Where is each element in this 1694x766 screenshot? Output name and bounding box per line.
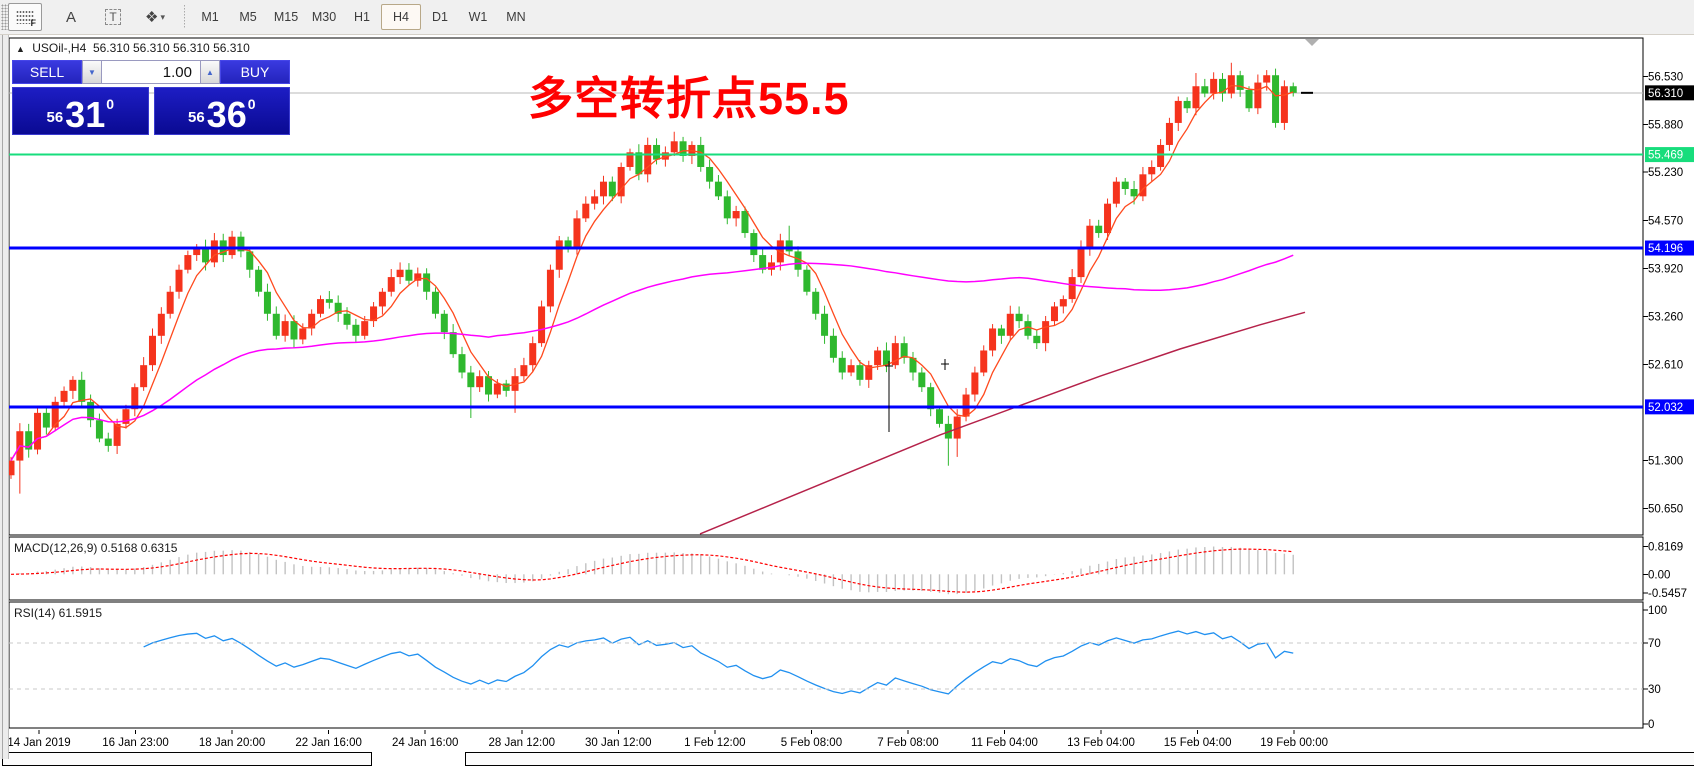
volume-input[interactable] bbox=[102, 60, 200, 84]
toolbar-drag-handle[interactable] bbox=[1, 4, 8, 30]
time-tick-label: 18 Jan 20:00 bbox=[199, 737, 266, 749]
letter-a-icon: A bbox=[65, 8, 76, 26]
price-level-badge-label: 52.032 bbox=[1648, 402, 1683, 414]
ma-fast-line bbox=[10, 84, 1294, 461]
one-click-trade-panel: SELL ▼ ▲ BUY 56 31 0 56 36 0 bbox=[12, 60, 290, 135]
candles-layer bbox=[7, 62, 1297, 494]
buy-price-point: 0 bbox=[247, 96, 256, 112]
price-level-badge-label: 54.196 bbox=[1648, 243, 1683, 255]
buy-price-tile[interactable]: 56 36 0 bbox=[153, 87, 290, 135]
letter-t-icon: T bbox=[105, 9, 121, 25]
volume-decrement-button[interactable]: ▼ bbox=[82, 60, 102, 84]
pane-border bbox=[8, 536, 1644, 601]
price-level-badge-label: 55.469 bbox=[1648, 150, 1683, 162]
indicator-grid-icon: F bbox=[16, 10, 36, 28]
window-left-splitter[interactable] bbox=[0, 34, 9, 759]
chart-text-annotation: 多空转折点55.5 bbox=[528, 73, 850, 124]
sell-price-pips: 31 bbox=[65, 94, 106, 135]
minimized-chart-window[interactable] bbox=[465, 752, 1694, 766]
time-tick-label: 15 Feb 04:00 bbox=[1164, 737, 1232, 749]
timeframe-button-mn[interactable]: MN bbox=[506, 10, 526, 24]
price-level-badge bbox=[1645, 240, 1694, 256]
time-tick-label: 11 Feb 04:00 bbox=[971, 737, 1038, 749]
price-level-badge bbox=[1645, 85, 1694, 101]
sell-price-point: 0 bbox=[106, 96, 115, 112]
ma-mid-line bbox=[10, 254, 1294, 461]
buy-price-major: 56 bbox=[187, 109, 205, 126]
minimized-chart-window[interactable] bbox=[2, 752, 372, 766]
chart-shift-marker[interactable] bbox=[1305, 39, 1319, 46]
time-tick-label: 14 Jan 2019 bbox=[7, 737, 70, 749]
macd-axis-label: 0.8169 bbox=[1648, 541, 1683, 553]
text-label-button[interactable]: A bbox=[56, 4, 86, 30]
rsi-axis-label: 0 bbox=[1648, 719, 1654, 731]
price-tick-label: 55.880 bbox=[1648, 119, 1683, 131]
timeframe-button-w1[interactable]: W1 bbox=[468, 10, 488, 24]
macd-axis-label: -0.5457 bbox=[1648, 588, 1687, 600]
macd-signal-line bbox=[10, 548, 1294, 593]
volume-increment-button[interactable]: ▲ bbox=[200, 60, 220, 84]
timeframe-button-d1[interactable]: D1 bbox=[432, 10, 448, 24]
time-tick-label: 16 Jan 23:00 bbox=[102, 737, 169, 749]
rsi-line bbox=[143, 630, 1294, 695]
time-tick-label: 22 Jan 16:00 bbox=[295, 737, 362, 749]
price-tick-label: 54.570 bbox=[1648, 216, 1683, 228]
ohlc-values: 56.310 56.310 56.310 56.310 bbox=[92, 41, 250, 55]
objects-button[interactable]: ❖ ▾ bbox=[136, 4, 174, 30]
macd-pane: 0.8169 0.00 -0.5457 bbox=[19, 541, 1687, 600]
symbol-name: USOil-,H4 bbox=[32, 41, 87, 55]
collapse-panel-icon[interactable]: ▲ bbox=[16, 44, 25, 54]
rsi-axis-label: 30 bbox=[1648, 684, 1661, 696]
price-tick-label: 50.650 bbox=[1648, 503, 1683, 515]
macd-indicator-label: MACD(12,26,9) 0.5168 0.6315 bbox=[14, 541, 178, 555]
time-tick-label: 13 Feb 04:00 bbox=[1067, 737, 1135, 749]
time-tick-label: 28 Jan 12:00 bbox=[488, 737, 555, 749]
sell-price-tile[interactable]: 56 31 0 bbox=[12, 87, 149, 135]
buy-price-pips: 36 bbox=[206, 94, 247, 135]
time-axis[interactable]: 14 Jan 2019 16 Jan 23:00 18 Jan 20:00 22 Ja… bbox=[7, 730, 1328, 749]
shapes-icon: ❖ bbox=[145, 9, 159, 26]
rsi-axis-label: 100 bbox=[1648, 605, 1667, 617]
sell-button[interactable]: SELL bbox=[12, 60, 82, 84]
time-tick-label: 1 Feb 12:00 bbox=[684, 737, 745, 749]
chevron-down-icon: ▾ bbox=[160, 11, 165, 22]
timeframe-button-h1[interactable]: H1 bbox=[354, 10, 370, 24]
timeframe-button-m5[interactable]: M5 bbox=[239, 10, 257, 24]
price-tick-label: 53.260 bbox=[1648, 312, 1683, 324]
price-tick-label: 52.610 bbox=[1648, 359, 1683, 371]
price-tick-label: 51.300 bbox=[1648, 456, 1683, 468]
timeframe-button-m30[interactable]: M30 bbox=[311, 10, 337, 24]
sell-price-major: 56 bbox=[46, 109, 64, 126]
price-level-badge-label: 56.310 bbox=[1648, 88, 1683, 100]
timeframe-group: M1 M5 M15 M30 H1 H4 D1 W1 MN bbox=[191, 4, 535, 30]
timeframe-button-h4[interactable]: H4 bbox=[381, 4, 421, 30]
time-tick-label: 30 Jan 12:00 bbox=[585, 737, 652, 749]
time-tick-label: 5 Feb 08:00 bbox=[781, 737, 842, 749]
toolbar: F A T ❖ ▾ M1 M5 M15 M30 H1 H4 D1 W1 MN bbox=[0, 0, 1694, 35]
time-tick-label: 7 Feb 08:00 bbox=[877, 737, 938, 749]
time-tick-label: 19 Feb 00:00 bbox=[1260, 737, 1328, 749]
price-tick-label: 56.530 bbox=[1648, 72, 1683, 84]
rsi-indicator-label: RSI(14) 61.5915 bbox=[14, 606, 103, 620]
rsi-axis-label: 70 bbox=[1648, 638, 1661, 650]
toolbar-separator bbox=[184, 5, 185, 29]
price-axis[interactable]: 56.530 55.880 55.230 54.570 53.920 53.260 52.6… bbox=[1643, 72, 1694, 516]
text-box-button[interactable]: T bbox=[98, 4, 128, 30]
chart-title[interactable]: ▲ USOil-,H4 56.310 56.310 56.310 56.310 bbox=[16, 41, 250, 55]
timeframe-button-m1[interactable]: M1 bbox=[201, 10, 219, 24]
price-tick-label: 55.230 bbox=[1648, 167, 1683, 179]
indicators-button[interactable]: F bbox=[8, 3, 42, 31]
buy-button[interactable]: BUY bbox=[220, 60, 290, 84]
timeframe-button-m15[interactable]: M15 bbox=[273, 10, 299, 24]
macd-axis-label: 0.00 bbox=[1648, 569, 1670, 581]
rsi-pane: 100 70 30 0 bbox=[9, 605, 1667, 731]
price-level-badge bbox=[1645, 147, 1694, 163]
time-tick-label: 24 Jan 16:00 bbox=[392, 737, 459, 749]
price-tick-label: 53.920 bbox=[1648, 263, 1683, 275]
pane-border bbox=[8, 601, 1644, 729]
price-level-badge bbox=[1645, 399, 1694, 415]
